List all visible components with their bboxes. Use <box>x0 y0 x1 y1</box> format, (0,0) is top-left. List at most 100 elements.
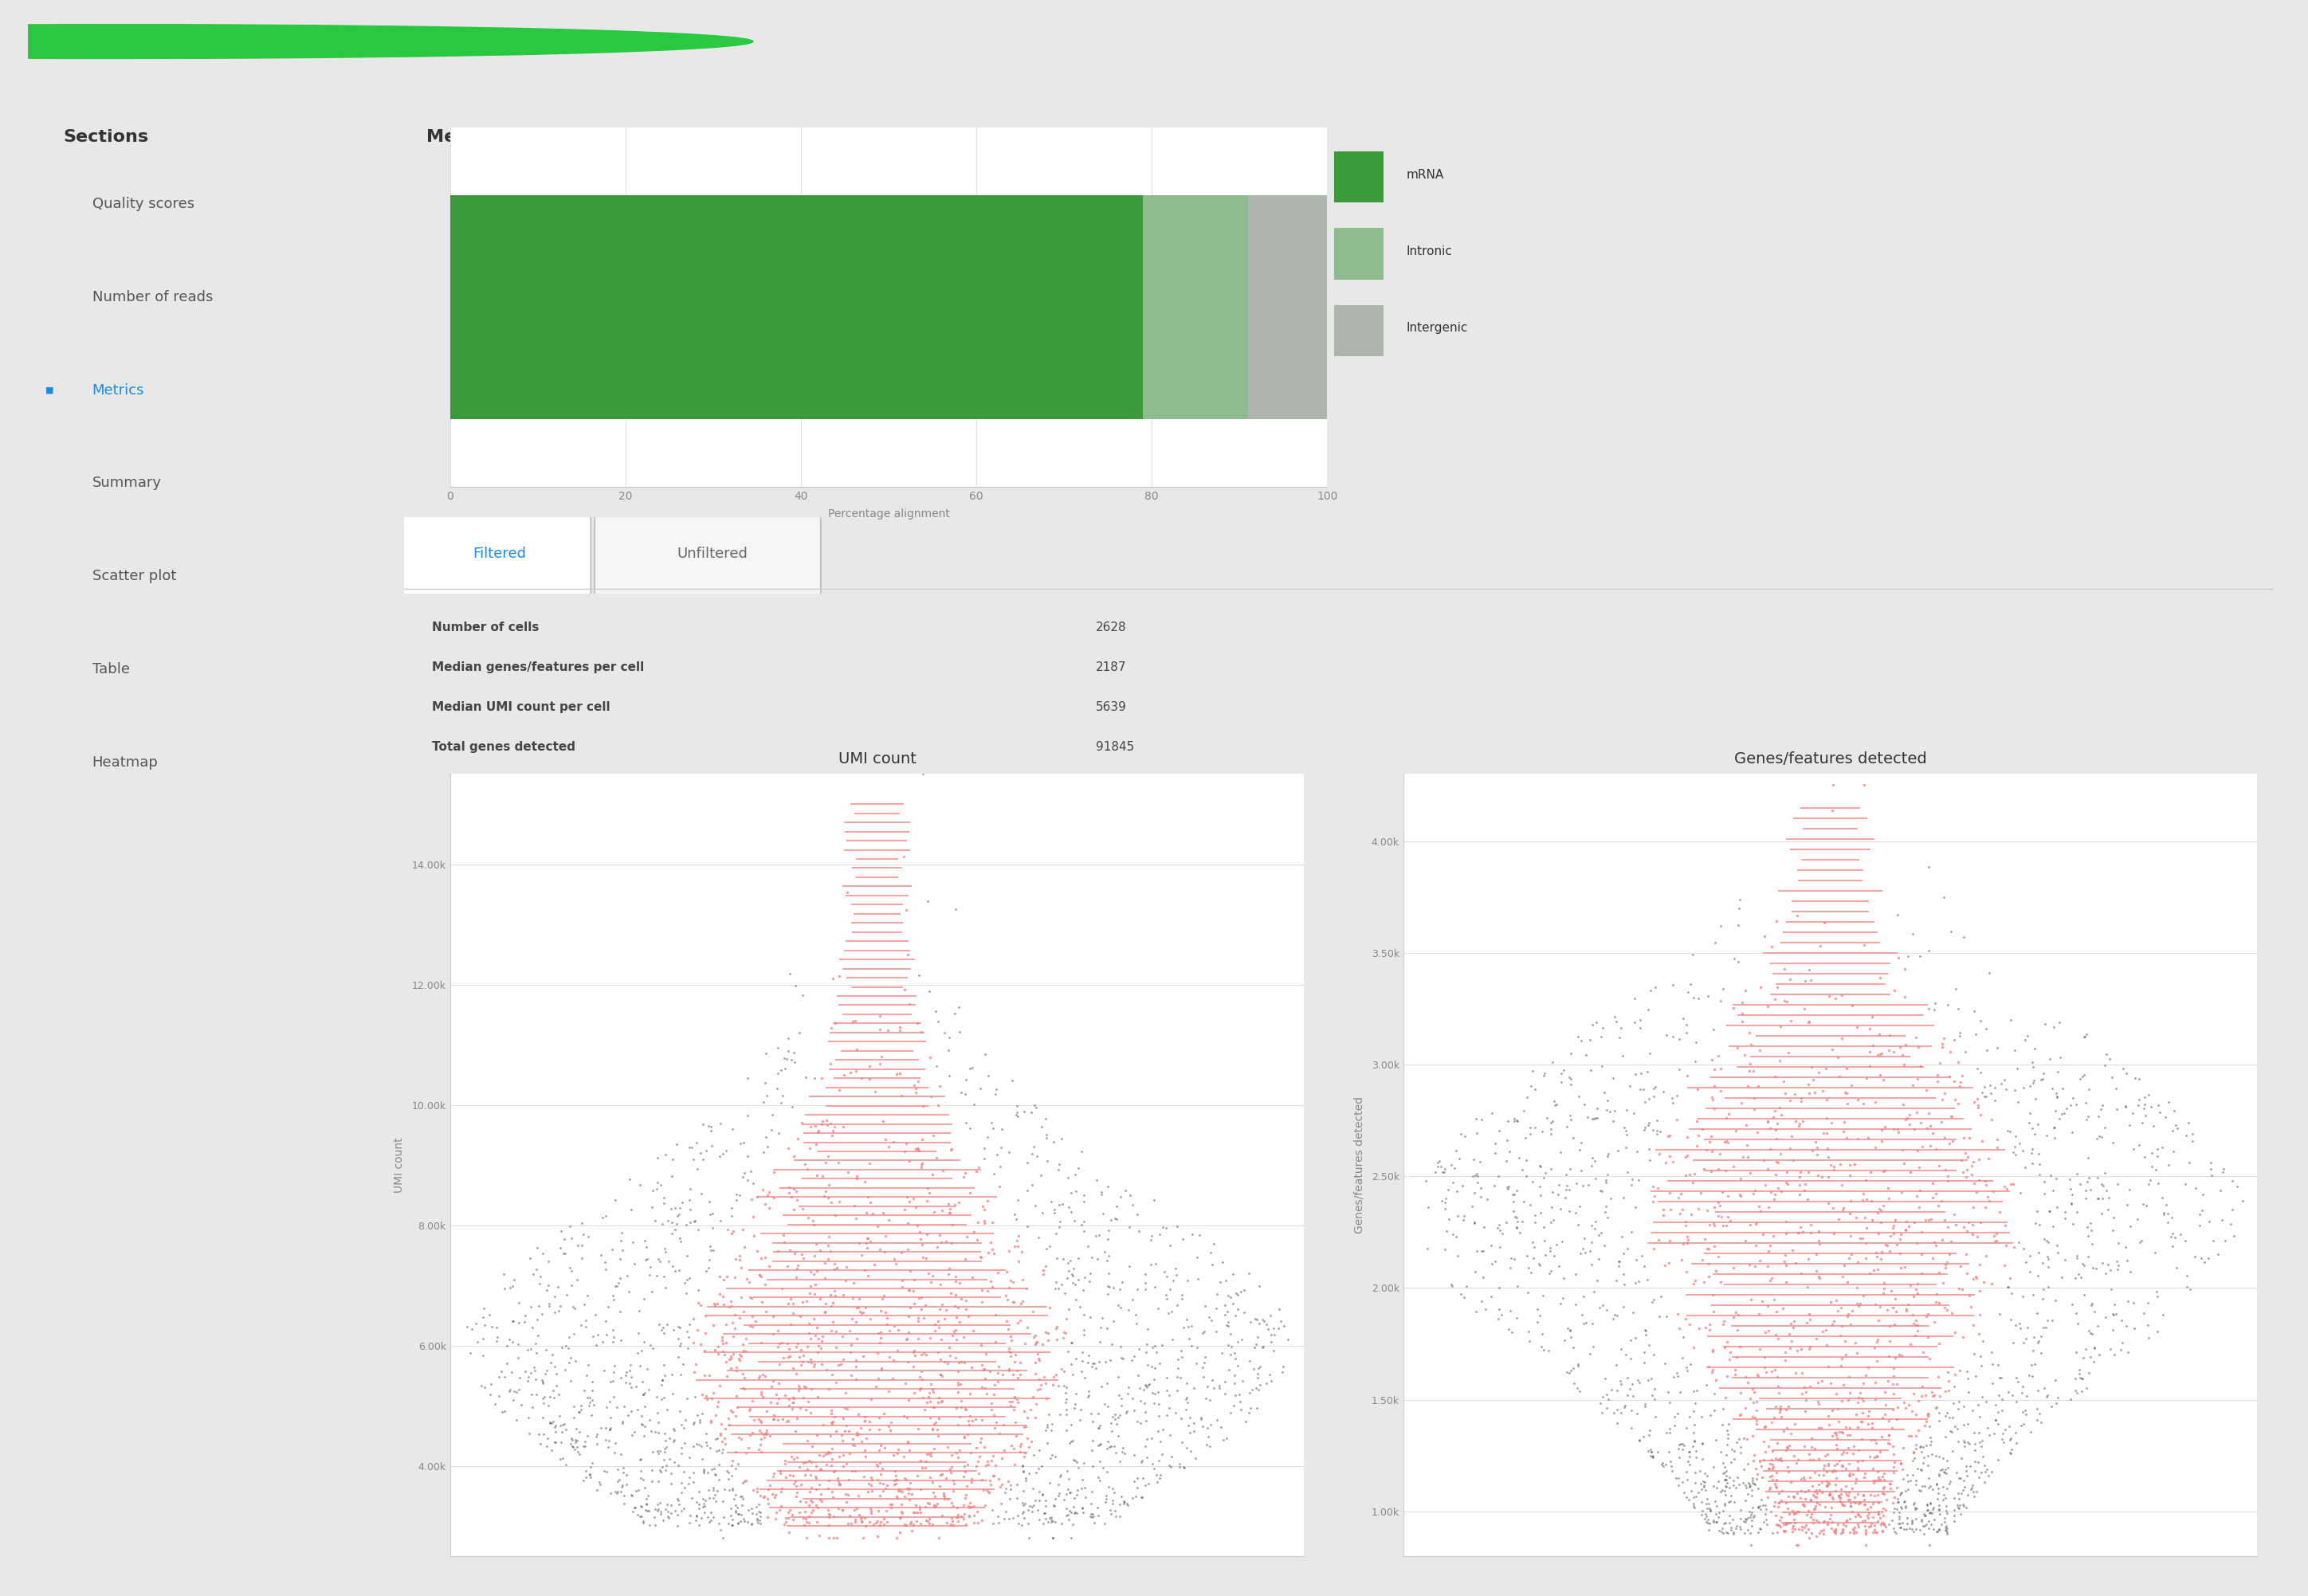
Point <box>2001 1315 2038 1341</box>
Point <box>914 1124 951 1149</box>
Point <box>1823 1389 1860 1414</box>
Point <box>1059 1454 1096 1479</box>
Point <box>2056 1366 2093 1392</box>
Point <box>847 1408 884 1433</box>
Point <box>1581 1246 1618 1272</box>
Point <box>1874 1516 1911 1542</box>
Point <box>1906 1382 1943 1408</box>
Point <box>1807 1459 1844 1484</box>
Point <box>697 1462 734 1487</box>
Point <box>907 1508 944 1534</box>
Point <box>1798 1369 1835 1395</box>
Point <box>960 1154 997 1179</box>
Point <box>1796 1079 1833 1104</box>
Point <box>1706 1511 1743 1537</box>
Point <box>1888 1495 1925 1521</box>
Point <box>992 1433 1029 1459</box>
Point <box>1726 1473 1763 1499</box>
Point <box>2052 1176 2089 1202</box>
Point <box>702 1373 739 1398</box>
Point <box>2017 1199 2054 1224</box>
Point <box>2098 1301 2135 1326</box>
Point <box>1779 1516 1816 1542</box>
Point <box>944 1080 981 1106</box>
Point <box>1653 1197 1689 1223</box>
Point <box>519 1382 556 1408</box>
Text: ■: ■ <box>46 386 53 394</box>
Point <box>2142 1100 2179 1125</box>
Point <box>988 1309 1025 1334</box>
Point <box>1943 1446 1980 1472</box>
Point <box>715 1218 752 1243</box>
Point <box>1844 1090 1881 1116</box>
Point <box>1036 1486 1073 1511</box>
Point <box>510 1368 547 1393</box>
Point <box>2093 1065 2130 1090</box>
Point <box>745 1425 782 1451</box>
Point <box>916 1483 953 1508</box>
Point <box>1011 1435 1048 1460</box>
Point <box>1011 1511 1048 1537</box>
Point <box>1839 1457 1876 1483</box>
Point <box>625 1412 662 1438</box>
Point <box>893 1510 930 1535</box>
Point <box>2163 1221 2200 1246</box>
Point <box>1729 1507 1766 1532</box>
Point <box>619 1339 655 1365</box>
Point <box>681 1432 718 1457</box>
Point <box>672 1210 709 1235</box>
Point <box>1759 1448 1796 1473</box>
Point <box>2040 1010 2077 1036</box>
Point <box>1526 1063 1563 1088</box>
Point <box>937 1264 974 1290</box>
Text: Number of reads: Number of reads <box>92 290 212 305</box>
Point <box>1507 1163 1544 1189</box>
Point <box>1872 1470 1909 1495</box>
Point <box>972 1467 1009 1492</box>
Point <box>1082 1373 1119 1398</box>
Point <box>1678 1377 1715 1403</box>
Point <box>1032 1294 1069 1320</box>
Point <box>570 1393 607 1419</box>
Point <box>688 1384 725 1409</box>
Point <box>1823 1518 1860 1543</box>
Point <box>1237 1395 1274 1420</box>
Point <box>1717 1344 1754 1369</box>
Point <box>1671 972 1708 998</box>
Point <box>1664 1197 1701 1223</box>
Point <box>1803 934 1839 959</box>
Point <box>831 1441 868 1467</box>
Point <box>1722 1515 1759 1540</box>
Point <box>1800 1472 1837 1497</box>
Point <box>1073 1491 1110 1516</box>
Point <box>992 1392 1029 1417</box>
Point <box>1791 1334 1828 1360</box>
Point <box>907 1396 944 1422</box>
Point <box>956 1494 992 1519</box>
Point <box>1733 1448 1770 1473</box>
Point <box>916 1492 953 1518</box>
Point <box>1768 1170 1805 1195</box>
Point <box>621 1448 658 1473</box>
Point <box>937 1440 974 1465</box>
Point <box>644 1366 681 1392</box>
Point <box>452 1317 489 1342</box>
Point <box>2026 1226 2063 1251</box>
Point <box>1646 1350 1683 1376</box>
Point <box>1022 1162 1059 1187</box>
Point <box>796 1243 833 1269</box>
Point <box>1602 1368 1639 1393</box>
Text: Sections: Sections <box>65 129 148 145</box>
Point <box>1860 1502 1897 1527</box>
Point <box>1761 1398 1798 1424</box>
Point <box>1939 1049 1976 1074</box>
Point <box>2001 1179 2038 1205</box>
Point <box>1410 1194 1447 1219</box>
Point <box>1835 1519 1872 1545</box>
Point <box>794 1475 831 1500</box>
Point <box>2022 1162 2059 1187</box>
Point <box>515 1355 552 1381</box>
Point <box>1152 1454 1189 1479</box>
Point <box>755 1368 792 1393</box>
Point <box>598 1395 635 1420</box>
